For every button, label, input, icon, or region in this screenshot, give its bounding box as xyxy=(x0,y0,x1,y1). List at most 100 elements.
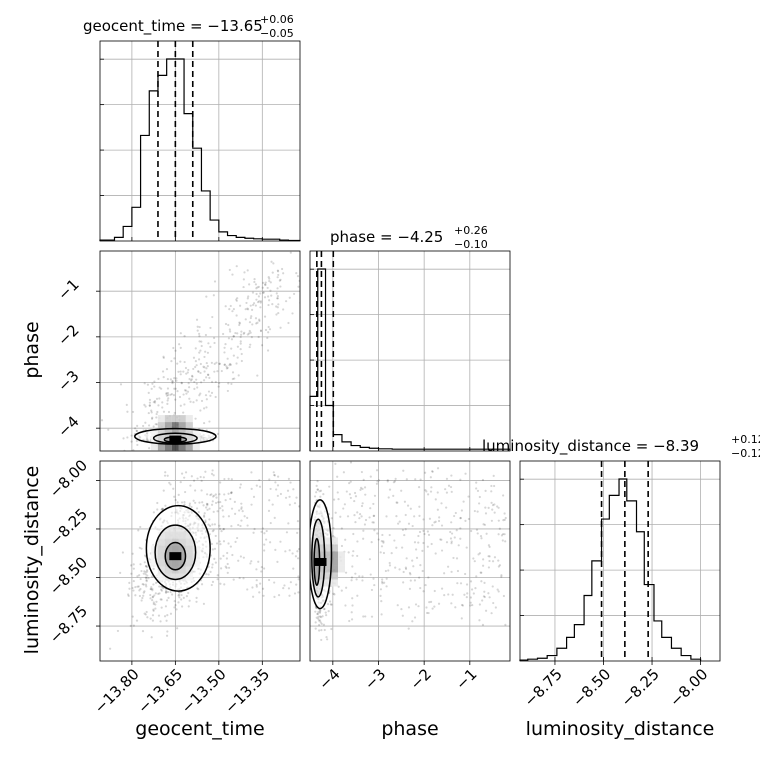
density-phase-luminosity_distance-sample xyxy=(461,604,465,607)
density-phase-luminosity_distance-sample xyxy=(429,490,433,493)
ytick-label-luminosity_distance-3: −8.00 xyxy=(46,456,91,501)
density-geocent_time-luminosity_distance-sample xyxy=(222,515,225,518)
density-phase-luminosity_distance-sample xyxy=(327,610,330,613)
density-phase-luminosity_distance-sample xyxy=(426,545,429,548)
density-phase-luminosity_distance-sample xyxy=(422,590,425,593)
density-geocent_time-phase-sample xyxy=(280,267,284,271)
density-geocent_time-luminosity_distance-sample xyxy=(296,531,299,534)
density-geocent_time-phase-density-cell xyxy=(192,443,200,451)
density-phase-luminosity_distance-sample xyxy=(465,546,468,549)
density-phase-luminosity_distance-sample xyxy=(369,573,372,576)
density-phase-luminosity_distance-sample xyxy=(491,504,495,507)
density-geocent_time-luminosity_distance-sample xyxy=(169,483,172,486)
density-geocent_time-luminosity_distance-sample xyxy=(276,494,279,497)
density-phase-luminosity_distance-sample xyxy=(450,532,454,535)
density-geocent_time-phase-sample xyxy=(278,279,281,282)
density-phase-luminosity_distance-sample xyxy=(313,495,317,498)
density-phase-luminosity_distance-sample xyxy=(360,504,364,508)
density-phase-luminosity_distance-sample xyxy=(447,484,451,487)
ytick-label-luminosity_distance-2: −8.25 xyxy=(46,505,91,550)
title-phase: phase = −4.25 xyxy=(330,228,443,246)
density-geocent_time-luminosity_distance-sample xyxy=(183,476,186,479)
density-geocent_time-phase-sample xyxy=(194,417,197,420)
density-phase-luminosity_distance-sample xyxy=(483,581,486,584)
density-geocent_time-phase-sample xyxy=(248,329,251,333)
density-geocent_time-luminosity_distance-sample xyxy=(296,550,299,553)
density-geocent_time-phase-density-cell xyxy=(185,443,193,451)
density-phase-luminosity_distance-density-cell xyxy=(338,551,346,559)
density-phase-luminosity_distance-sample xyxy=(436,467,440,470)
density-phase-luminosity_distance-sample xyxy=(349,496,352,500)
density-geocent_time-phase-sample xyxy=(275,292,278,295)
density-geocent_time-luminosity_distance-sample xyxy=(149,593,152,597)
density-phase-luminosity_distance-sample xyxy=(407,522,411,525)
density-geocent_time-luminosity_distance-sample xyxy=(260,565,263,569)
density-geocent_time-phase-sample xyxy=(276,270,280,273)
density-phase-luminosity_distance-sample xyxy=(487,592,490,595)
density-geocent_time-luminosity_distance-sample xyxy=(151,596,154,599)
density-geocent_time-phase-sample xyxy=(171,382,174,385)
density-geocent_time-phase-sample xyxy=(213,362,216,365)
density-geocent_time-phase-sample xyxy=(148,401,152,404)
density-geocent_time-luminosity_distance-sample xyxy=(157,592,160,595)
density-geocent_time-luminosity_distance-sample xyxy=(222,528,225,531)
density-geocent_time-luminosity_distance-sample xyxy=(140,599,143,602)
density-geocent_time-luminosity_distance-sample xyxy=(250,503,253,506)
density-geocent_time-luminosity_distance-sample xyxy=(151,575,154,578)
density-geocent_time-luminosity_distance-sample xyxy=(269,541,272,544)
density-geocent_time-luminosity_distance-sample xyxy=(119,571,122,575)
density-phase-luminosity_distance-sample xyxy=(406,504,410,507)
density-geocent_time-phase-sample xyxy=(249,331,252,334)
density-geocent_time-luminosity_distance-sample xyxy=(199,475,202,479)
density-geocent_time-luminosity_distance-sample xyxy=(166,590,170,594)
density-phase-luminosity_distance-sample xyxy=(434,498,437,501)
density-phase-luminosity_distance-density-cell xyxy=(296,565,303,572)
density-geocent_time-phase-sample xyxy=(173,411,176,415)
density-geocent_time-phase-sample xyxy=(255,298,258,301)
density-phase-luminosity_distance-sample xyxy=(370,615,374,618)
density-geocent_time-luminosity_distance-sample xyxy=(269,487,272,491)
density-phase-luminosity_distance-sample xyxy=(380,545,384,548)
density-phase-luminosity_distance-sample xyxy=(362,529,365,532)
density-geocent_time-phase-sample xyxy=(179,404,182,407)
density-phase-luminosity_distance-sample xyxy=(322,623,326,626)
density-phase-luminosity_distance-sample xyxy=(323,628,326,632)
density-geocent_time-phase-sample xyxy=(155,423,159,426)
density-geocent_time-phase-sample xyxy=(172,346,175,350)
density-geocent_time-phase-sample xyxy=(207,373,210,376)
density-geocent_time-luminosity_distance-sample xyxy=(180,501,184,504)
density-phase-luminosity_distance-sample xyxy=(436,491,439,494)
density-phase-luminosity_distance-sample xyxy=(411,620,414,623)
density-geocent_time-phase-density-cell xyxy=(165,457,172,464)
density-geocent_time-phase-sample xyxy=(167,410,171,414)
density-geocent_time-luminosity_distance-sample xyxy=(151,589,154,592)
density-phase-luminosity_distance-sample xyxy=(373,494,377,497)
density-geocent_time-luminosity_distance-sample xyxy=(263,549,266,552)
density-phase-luminosity_distance-sample xyxy=(350,618,354,621)
density-phase-luminosity_distance-sample xyxy=(409,579,412,582)
density-geocent_time-phase-sample xyxy=(266,349,270,352)
density-geocent_time-phase-density-cell xyxy=(178,443,186,451)
density-geocent_time-luminosity_distance-sample xyxy=(250,487,253,490)
density-geocent_time-phase-sample xyxy=(262,291,265,294)
density-geocent_time-phase-sample xyxy=(205,367,208,370)
density-geocent_time-phase-sample xyxy=(142,424,145,428)
density-phase-luminosity_distance-sample xyxy=(375,482,379,485)
density-geocent_time-luminosity_distance-sample xyxy=(151,619,155,622)
density-geocent_time-phase-sample xyxy=(135,429,138,432)
density-phase-luminosity_distance-density-cell xyxy=(310,544,311,552)
density-phase-luminosity_distance-sample xyxy=(408,571,412,575)
density-geocent_time-luminosity_distance-sample xyxy=(211,563,214,566)
density-geocent_time-luminosity_distance-sample xyxy=(192,499,195,502)
density-phase-luminosity_distance-sample xyxy=(498,527,501,530)
density-geocent_time-luminosity_distance-sample xyxy=(153,594,156,597)
density-geocent_time-luminosity_distance-sample xyxy=(145,610,148,614)
density-geocent_time-phase-sample xyxy=(165,392,168,396)
density-geocent_time-phase-sample xyxy=(268,279,271,283)
density-geocent_time-luminosity_distance-sample xyxy=(268,478,271,481)
density-geocent_time-phase-sample xyxy=(239,335,242,339)
density-phase-luminosity_distance-sample xyxy=(431,470,434,473)
density-geocent_time-phase-sample xyxy=(263,315,267,318)
density-phase-luminosity_distance-sample xyxy=(483,523,486,526)
density-phase-luminosity_distance-sample xyxy=(375,469,379,472)
